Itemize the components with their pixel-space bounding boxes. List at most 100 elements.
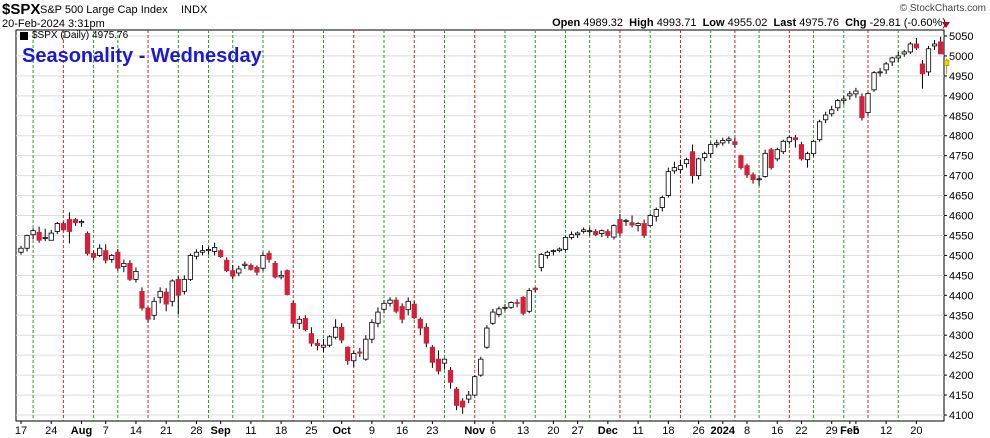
candle-body (54, 223, 60, 232)
candle-body (121, 263, 127, 267)
y-tick-label: 4200 (949, 370, 973, 382)
x-tick-label: Nov (464, 425, 486, 437)
candle-body (750, 174, 756, 181)
candle-body (109, 255, 115, 260)
chg-value: -29.81 (-0.60%) (869, 17, 946, 29)
y-tick-label: 4800 (949, 131, 973, 143)
x-tick-label: 7 (103, 425, 109, 437)
x-tick-label: 24 (45, 425, 57, 437)
x-tick-label: 9 (369, 425, 375, 437)
y-tick-label: 4400 (949, 290, 973, 302)
candle-body (218, 250, 224, 258)
candle-body (42, 237, 48, 239)
chart-title: Seasonality - Wednesday (22, 45, 262, 67)
open-value: 4989.32 (583, 17, 624, 29)
x-tick-label: 16 (771, 425, 783, 437)
candle-body (453, 388, 460, 406)
candle-body (478, 358, 484, 376)
y-tick-label: 4600 (949, 211, 973, 223)
candle-body (302, 318, 308, 331)
candle-body (211, 247, 218, 252)
candle-body (369, 322, 375, 340)
x-tick-label: 21 (160, 425, 172, 437)
x-tick-label: Oct (332, 425, 351, 437)
candle-body (587, 230, 593, 233)
candle-body (151, 300, 157, 316)
y-tick-label: 4500 (949, 250, 973, 262)
candle-body (466, 394, 472, 400)
candle-body (611, 225, 617, 238)
x-tick-label: 25 (305, 425, 317, 437)
candle-body (133, 270, 139, 280)
candle-body (865, 93, 871, 113)
y-tick-label: 4150 (949, 390, 973, 402)
candle-body (526, 290, 532, 312)
candle-body (847, 93, 853, 97)
y-tick-label: 4350 (949, 310, 973, 322)
candle-body (938, 41, 944, 55)
candle-body (653, 209, 659, 217)
candle-body (671, 167, 678, 172)
candle-body (823, 114, 829, 121)
legend-swatch (20, 31, 28, 40)
candle-body (60, 223, 66, 231)
chg-label: Chg (845, 17, 867, 29)
candle-body (689, 151, 696, 177)
candle-body (901, 51, 907, 55)
candle-body (762, 152, 768, 177)
candle-body (103, 250, 109, 261)
candle-body (460, 400, 466, 408)
candle-body (78, 221, 85, 224)
y-tick-label: 4100 (949, 410, 973, 422)
candle-body (91, 253, 97, 258)
candle-body (230, 270, 236, 277)
candle-body (538, 254, 544, 268)
candle-body (363, 338, 369, 360)
candle-body (399, 306, 405, 320)
candle-body (907, 43, 913, 53)
candle-body (520, 296, 526, 314)
candle-body (732, 141, 738, 145)
candle-body (393, 299, 399, 312)
quote-summary: Open 4989.32 High 4993.71 Low 4955.02 La… (552, 17, 946, 29)
stockcharts-credit[interactable]: © StockCharts.com (899, 3, 986, 14)
x-tick-label: 12 (880, 425, 892, 437)
candle-body (575, 232, 581, 236)
ticker-symbol: $SPX (2, 1, 41, 18)
candle-body (326, 336, 333, 346)
candle-body (278, 274, 284, 278)
candle-body (726, 138, 732, 141)
candle-body (18, 247, 24, 253)
candle-body (944, 59, 950, 67)
low-label: Low (702, 17, 725, 29)
candle-body (236, 268, 242, 274)
candle-body (677, 165, 684, 171)
y-tick-label: 4950 (949, 71, 973, 83)
candle-body (859, 96, 865, 119)
candle-body (641, 223, 647, 236)
quote-date: 20-Feb-2024 3:31pm (2, 18, 105, 30)
candle-body (792, 137, 799, 141)
candle-body (835, 100, 841, 109)
x-tick-label: 8 (744, 425, 750, 437)
candle-body (720, 140, 726, 144)
candle-body (24, 235, 30, 249)
candle-body (387, 299, 393, 304)
high-value: 4993.71 (656, 17, 697, 29)
candle-body (696, 158, 702, 177)
candle-body (472, 376, 478, 396)
candle-body (774, 149, 780, 160)
candle-body (66, 219, 72, 232)
candle-body (254, 266, 260, 273)
candle-body (411, 303, 417, 319)
candle-body (484, 327, 490, 348)
candle-body (683, 159, 690, 165)
candle-body (708, 144, 714, 155)
candle-body (345, 346, 351, 362)
candle-body (568, 234, 575, 238)
candle-body (581, 229, 587, 232)
candle-body (817, 121, 823, 141)
candle-body (647, 215, 653, 226)
x-tick-label: Sep (211, 425, 231, 437)
candle-body (744, 165, 750, 176)
